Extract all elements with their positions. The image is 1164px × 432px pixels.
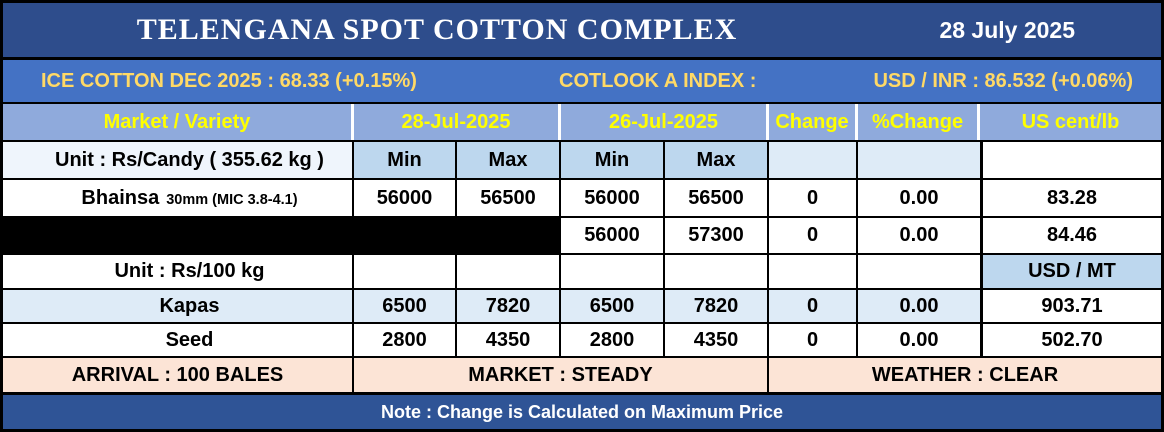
weather-status: WEATHER : CLEAR: [769, 358, 1161, 392]
seed-prev-min: 2800: [561, 324, 665, 356]
subheader-pct-empty: [858, 142, 980, 178]
redacted-prev-max: 57300: [665, 218, 769, 253]
col-change: Change: [769, 104, 858, 140]
kapas-change: 0: [769, 290, 858, 322]
title-band: TELENGANA SPOT COTTON COMPLEX 28 July 20…: [3, 3, 1161, 60]
col-today-date: 28-Jul-2025: [354, 104, 561, 140]
subheader-today-min: Min: [354, 142, 457, 178]
bhainsa-spec: 30mm (MIC 3.8-4.1): [166, 191, 298, 208]
seed-pct-change: 0.00: [899, 328, 939, 351]
row-seed: Seed 2800 4350 2800 4350 0 0.00 502.70: [3, 324, 1161, 358]
col-prev-date: 26-Jul-2025: [561, 104, 769, 140]
unit100-pct-empty: [858, 255, 980, 288]
seed-usd-mt: 502.70: [980, 324, 1161, 356]
kapas-today-min: 6500: [354, 290, 457, 322]
unit100-change-empty: [769, 255, 858, 288]
row-bhainsa: Bhainsa 30mm (MIC 3.8-4.1) 56000 56500 5…: [3, 180, 1161, 218]
bhainsa-today-max: 56500: [457, 180, 561, 216]
subheader-prev-max: Max: [665, 142, 769, 178]
note-band: Note : Change is Calculated on Maximum P…: [3, 392, 1161, 429]
kapas-today-max: 7820: [457, 290, 561, 322]
seed-change: 0: [769, 324, 858, 356]
table-header-row: Market / Variety 28-Jul-2025 26-Jul-2025…: [3, 104, 1161, 142]
unit100-today-min-empty: [354, 255, 457, 288]
bhainsa-prev-min: 56000: [561, 180, 665, 216]
bhainsa-today-min: 56000: [354, 180, 457, 216]
subheader-today-max: Max: [457, 142, 561, 178]
unit-candy-label: Unit : Rs/Candy ( 355.62 kg ): [3, 142, 354, 178]
unit100-prev-max-empty: [665, 255, 769, 288]
unit100-prev-min-empty: [561, 255, 665, 288]
kapas-prev-max: 7820: [665, 290, 769, 322]
col-market-variety: Market / Variety: [3, 104, 354, 140]
redacted-market-cell: [3, 218, 561, 253]
usd-inr-quote: USD / INR : 86.532 (+0.06%): [873, 69, 1133, 92]
kapas-name: Kapas: [3, 290, 354, 322]
bhainsa-change: 0: [769, 180, 858, 216]
usd-mt-header: USD / MT: [980, 255, 1161, 288]
bhainsa-market-cell: Bhainsa 30mm (MIC 3.8-4.1): [3, 180, 354, 216]
cotlook-index-label: COTLOOK A INDEX :: [559, 69, 757, 92]
subheader-prev-min: Min: [561, 142, 665, 178]
redacted-pct-change: 0.00: [899, 224, 939, 246]
row-redacted: 56000 57300 0 0.00 84.46: [3, 218, 1161, 255]
bhainsa-pct-change: 0.00: [899, 186, 939, 209]
seed-name: Seed: [3, 324, 354, 356]
note-text: Note : Change is Calculated on Maximum P…: [380, 401, 784, 422]
subheader-uscent-empty: [980, 142, 1161, 178]
row-kapas: Kapas 6500 7820 6500 7820 0 0.00 903.71: [3, 290, 1161, 324]
report-title: TELENGANA SPOT COTTON COMPLEX: [136, 13, 738, 46]
ice-cotton-quote: ICE COTTON DEC 2025 : 68.33 (+0.15%): [41, 69, 417, 92]
unit-candy-row: Unit : Rs/Candy ( 355.62 kg ) Min Max Mi…: [3, 142, 1161, 180]
status-band: ARRIVAL : 100 BALES MARKET : STEADY WEAT…: [3, 358, 1161, 392]
redacted-prev-min: 56000: [561, 218, 665, 253]
bhainsa-prev-max: 56500: [665, 180, 769, 216]
bhainsa-us-cent: 83.28: [980, 180, 1161, 216]
col-pct-change: %Change: [858, 104, 980, 140]
kapas-pct-change: 0.00: [858, 290, 980, 322]
ticker-band: ICE COTTON DEC 2025 : 68.33 (+0.15%) COT…: [3, 60, 1161, 104]
kapas-prev-min: 6500: [561, 290, 665, 322]
unit-100kg-row: Unit : Rs/100 kg USD / MT: [3, 255, 1161, 290]
redacted-us-cent: 84.46: [980, 218, 1161, 253]
redacted-change: 0: [769, 218, 858, 253]
seed-today-min: 2800: [354, 324, 457, 356]
seed-today-max: 4350: [457, 324, 561, 356]
col-us-cent: US cent/lb: [980, 104, 1161, 140]
unit-100kg-label: Unit : Rs/100 kg: [3, 255, 354, 288]
kapas-usd-mt: 903.71: [980, 290, 1161, 322]
bhainsa-name: Bhainsa: [81, 186, 160, 209]
subheader-change-empty: [769, 142, 858, 178]
arrival-status: ARRIVAL : 100 BALES: [3, 358, 354, 392]
report-date: 28 July 2025: [939, 16, 1075, 43]
unit100-today-max-empty: [457, 255, 561, 288]
seed-prev-max: 4350: [665, 324, 769, 356]
market-status: MARKET : STEADY: [354, 358, 769, 392]
